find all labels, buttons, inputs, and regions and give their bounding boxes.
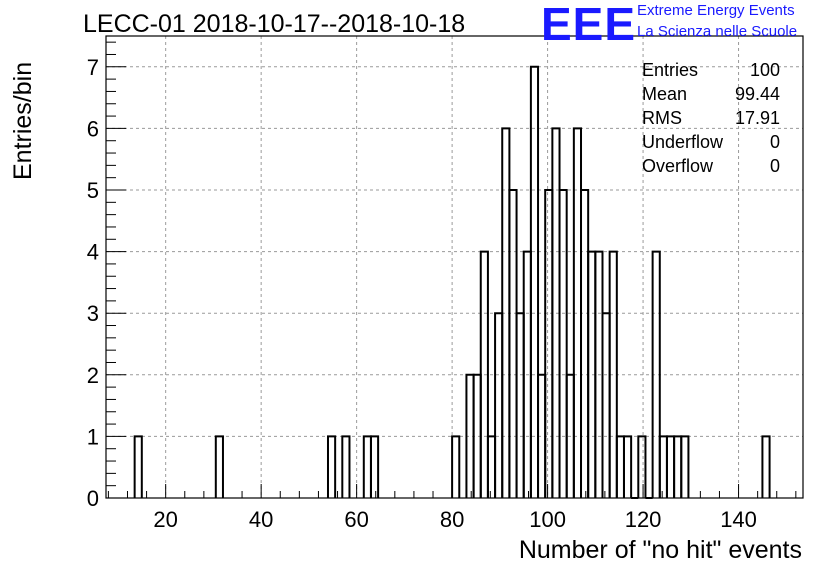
histogram-bin	[601, 312, 611, 498]
x-tick-label: 20	[153, 507, 177, 532]
y-tick-label: 1	[87, 424, 99, 449]
histogram-bin	[665, 435, 676, 498]
histogram-bin	[761, 435, 771, 498]
stat-label: Entries	[642, 60, 699, 80]
histogram-bin	[369, 435, 380, 498]
stat-value: 0	[769, 132, 780, 152]
x-tick-label: 140	[720, 507, 757, 532]
stat-row-overflow: Overflow 0	[642, 154, 780, 178]
histogram-bin	[622, 435, 633, 498]
x-tick-label: 40	[249, 507, 273, 532]
histogram-bin	[673, 435, 683, 498]
histogram-bin	[515, 312, 525, 498]
logo-line-1: Extreme Energy Events	[637, 2, 795, 19]
histogram-bin	[486, 435, 497, 498]
stat-label: RMS	[642, 108, 682, 128]
histogram-bin	[558, 189, 568, 498]
stat-row-mean: Mean 99.44	[642, 82, 780, 106]
histogram-bin	[529, 65, 540, 498]
histogram-bin	[658, 435, 668, 498]
eee-logo-letters: EEE	[541, 0, 637, 50]
histogram-bin	[580, 189, 590, 498]
x-axis-label: Number of "no hit" events	[518, 536, 802, 564]
histogram-bin	[326, 435, 337, 498]
histogram-bin	[133, 435, 143, 498]
y-tick-label: 7	[87, 55, 99, 80]
histogram-bin	[680, 435, 690, 498]
y-tick-label: 3	[87, 301, 99, 326]
histogram-bin	[451, 435, 461, 498]
histogram-bin	[214, 435, 224, 498]
stat-value: 100	[749, 60, 780, 80]
x-tick-label: 80	[440, 507, 464, 532]
stat-value: 17.91	[734, 108, 780, 128]
stat-label: Overflow	[642, 156, 714, 176]
histogram-bin	[608, 250, 618, 498]
y-tick-label: 5	[87, 178, 99, 203]
y-tick-label: 2	[87, 363, 99, 388]
stat-label: Mean	[642, 84, 688, 104]
histogram-bin	[615, 435, 625, 498]
x-tick-label: 60	[344, 507, 368, 532]
stat-row-entries: Entries 100	[642, 58, 780, 82]
x-tick-label: 120	[625, 507, 662, 532]
histogram-bin	[494, 312, 504, 498]
plot-frame	[105, 35, 804, 499]
histogram-bin	[508, 189, 518, 498]
x-tick-label: 100	[529, 507, 566, 532]
stats-box: Entries 100 Mean 99.44 RMS 17.91 Underfl…	[642, 58, 780, 178]
histogram-bin	[479, 250, 489, 498]
stat-value: 0	[769, 156, 780, 176]
histogram-bin	[637, 435, 647, 498]
y-tick-label: 4	[87, 240, 99, 265]
stat-label: Underflow	[642, 132, 724, 152]
histogram-bin	[341, 435, 351, 498]
stat-row-rms: RMS 17.91	[642, 106, 780, 130]
stat-row-underflow: Underflow 0	[642, 130, 780, 154]
stat-value: 99.44	[734, 84, 780, 104]
y-tick-label: 6	[87, 116, 99, 141]
logo-line-2: La Scienza nelle Scuole	[637, 23, 798, 40]
y-axis-label: Entries/bin	[9, 61, 37, 180]
histogram-bin	[651, 250, 661, 498]
y-tick-label: 0	[87, 486, 99, 511]
histogram-bin	[544, 189, 554, 498]
chart-title: LECC-01 2018-10-17--2018-10-18	[83, 10, 466, 38]
histogram-bin	[362, 435, 372, 498]
